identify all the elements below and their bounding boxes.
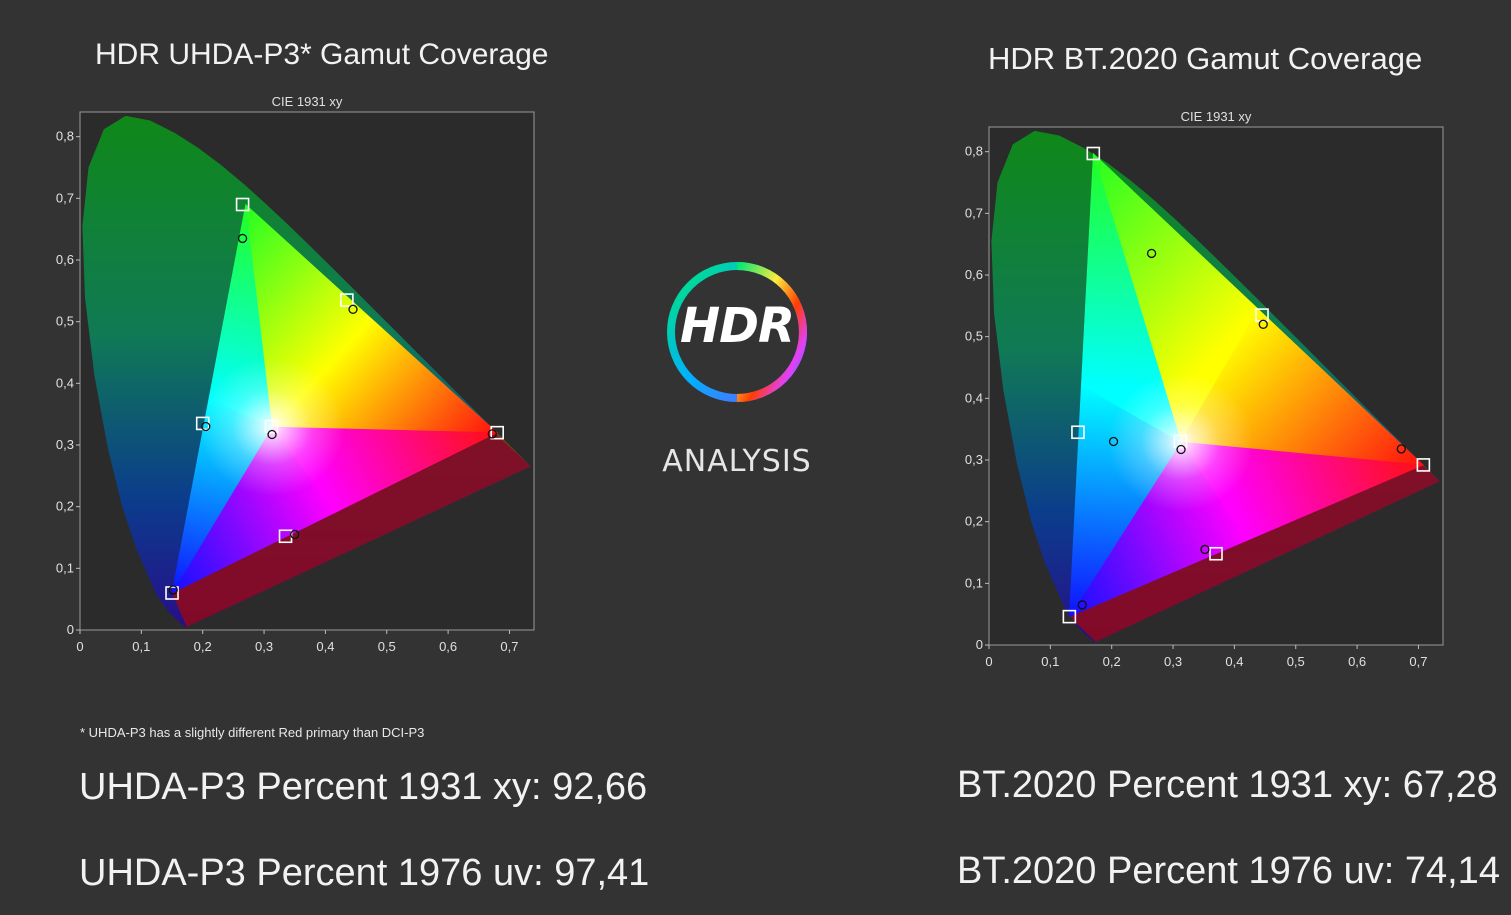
measured-point	[1258, 319, 1268, 329]
gamut-triangle	[1068, 152, 1425, 618]
x-tick-label: 0	[985, 654, 992, 669]
y-tick-label: 0,5	[965, 329, 983, 344]
measured-point	[267, 429, 277, 440]
measured-point	[1396, 444, 1406, 454]
target-point	[235, 197, 250, 212]
measured-point	[1176, 444, 1186, 455]
y-tick-label: 0,6	[56, 252, 74, 267]
x-tick-label: 0,2	[1103, 654, 1121, 669]
measured-point	[201, 421, 211, 432]
right-stat-1931: BT.2020 Percent 1931 xy: 67,28	[957, 764, 1498, 806]
logo-hdr-text: HDR	[680, 298, 795, 354]
x-tick-label: 0,3	[255, 639, 273, 654]
left-stat-1931: UHDA-P3 Percent 1931 xy: 92,66	[79, 766, 648, 808]
x-tick-label: 0,7	[500, 639, 518, 654]
measured-point	[1077, 600, 1087, 610]
left-chart-title: HDR UHDA-P3* Gamut Coverage	[95, 38, 549, 71]
y-tick-label: 0,1	[965, 575, 983, 590]
x-tick-label: 0,3	[1164, 654, 1182, 669]
x-tick-label: 0	[76, 639, 83, 654]
target-point	[1209, 546, 1223, 561]
x-tick-label: 0,6	[1348, 654, 1366, 669]
target-point	[1071, 425, 1085, 440]
target-point	[490, 425, 504, 440]
right-stat-1976: BT.2020 Percent 1976 uv: 74,14	[957, 850, 1500, 892]
y-tick-label: 0	[976, 637, 983, 652]
chart-subtitle: CIE 1931 xy	[1181, 109, 1252, 124]
y-tick-label: 0,4	[56, 375, 74, 390]
y-tick-label: 0,6	[965, 267, 983, 282]
uhda-footnote: * UHDA-P3 has a slightly different Red p…	[80, 725, 425, 740]
target-point	[1086, 146, 1101, 161]
measured-point	[168, 585, 178, 595]
logo-analysis-text: ANALYSIS	[662, 444, 812, 479]
target-point	[264, 419, 279, 434]
target-point	[1173, 434, 1188, 449]
y-tick-label: 0,2	[56, 499, 74, 514]
y-tick-label: 0,7	[56, 190, 74, 205]
x-tick-label: 0,1	[1041, 654, 1059, 669]
y-tick-label: 0,3	[56, 437, 74, 452]
y-tick-label: 0,7	[965, 205, 983, 220]
y-tick-label: 0,4	[965, 390, 983, 405]
y-tick-label: 0,8	[965, 144, 983, 159]
x-tick-label: 0,7	[1409, 654, 1427, 669]
measured-point	[1108, 436, 1119, 447]
measured-point	[1200, 544, 1210, 555]
target-point	[165, 586, 179, 600]
target-point	[1062, 609, 1077, 624]
measured-point	[290, 529, 300, 540]
x-tick-label: 0,1	[132, 639, 150, 654]
left-stat-1976: UHDA-P3 Percent 1976 uv: 97,41	[79, 852, 650, 894]
target-point	[340, 293, 354, 307]
y-tick-label: 0	[67, 622, 74, 637]
target-point	[1416, 458, 1431, 472]
right-chart-title: HDR BT.2020 Gamut Coverage	[988, 41, 1423, 76]
measured-point	[237, 233, 248, 244]
y-tick-label: 0,1	[56, 560, 74, 575]
x-tick-label: 0,5	[378, 639, 396, 654]
y-tick-label: 0,3	[965, 452, 983, 467]
y-tick-label: 0,2	[965, 514, 983, 529]
x-tick-label: 0,2	[194, 639, 212, 654]
hdr-analysis-logo: HDR ANALYSIS	[655, 240, 819, 490]
x-tick-label: 0,4	[1225, 654, 1243, 669]
hdr-ring-icon	[667, 262, 808, 402]
measured-point	[348, 304, 358, 314]
y-tick-label: 0,5	[56, 314, 74, 329]
gamut-triangle	[171, 203, 498, 594]
measured-point	[1146, 248, 1157, 259]
y-tick-label: 0,8	[56, 129, 74, 144]
x-tick-label: 0,4	[316, 639, 334, 654]
measured-point	[487, 429, 497, 439]
x-tick-label: 0,5	[1287, 654, 1305, 669]
x-tick-label: 0,6	[439, 639, 457, 654]
chart-subtitle: CIE 1931 xy	[272, 94, 343, 109]
